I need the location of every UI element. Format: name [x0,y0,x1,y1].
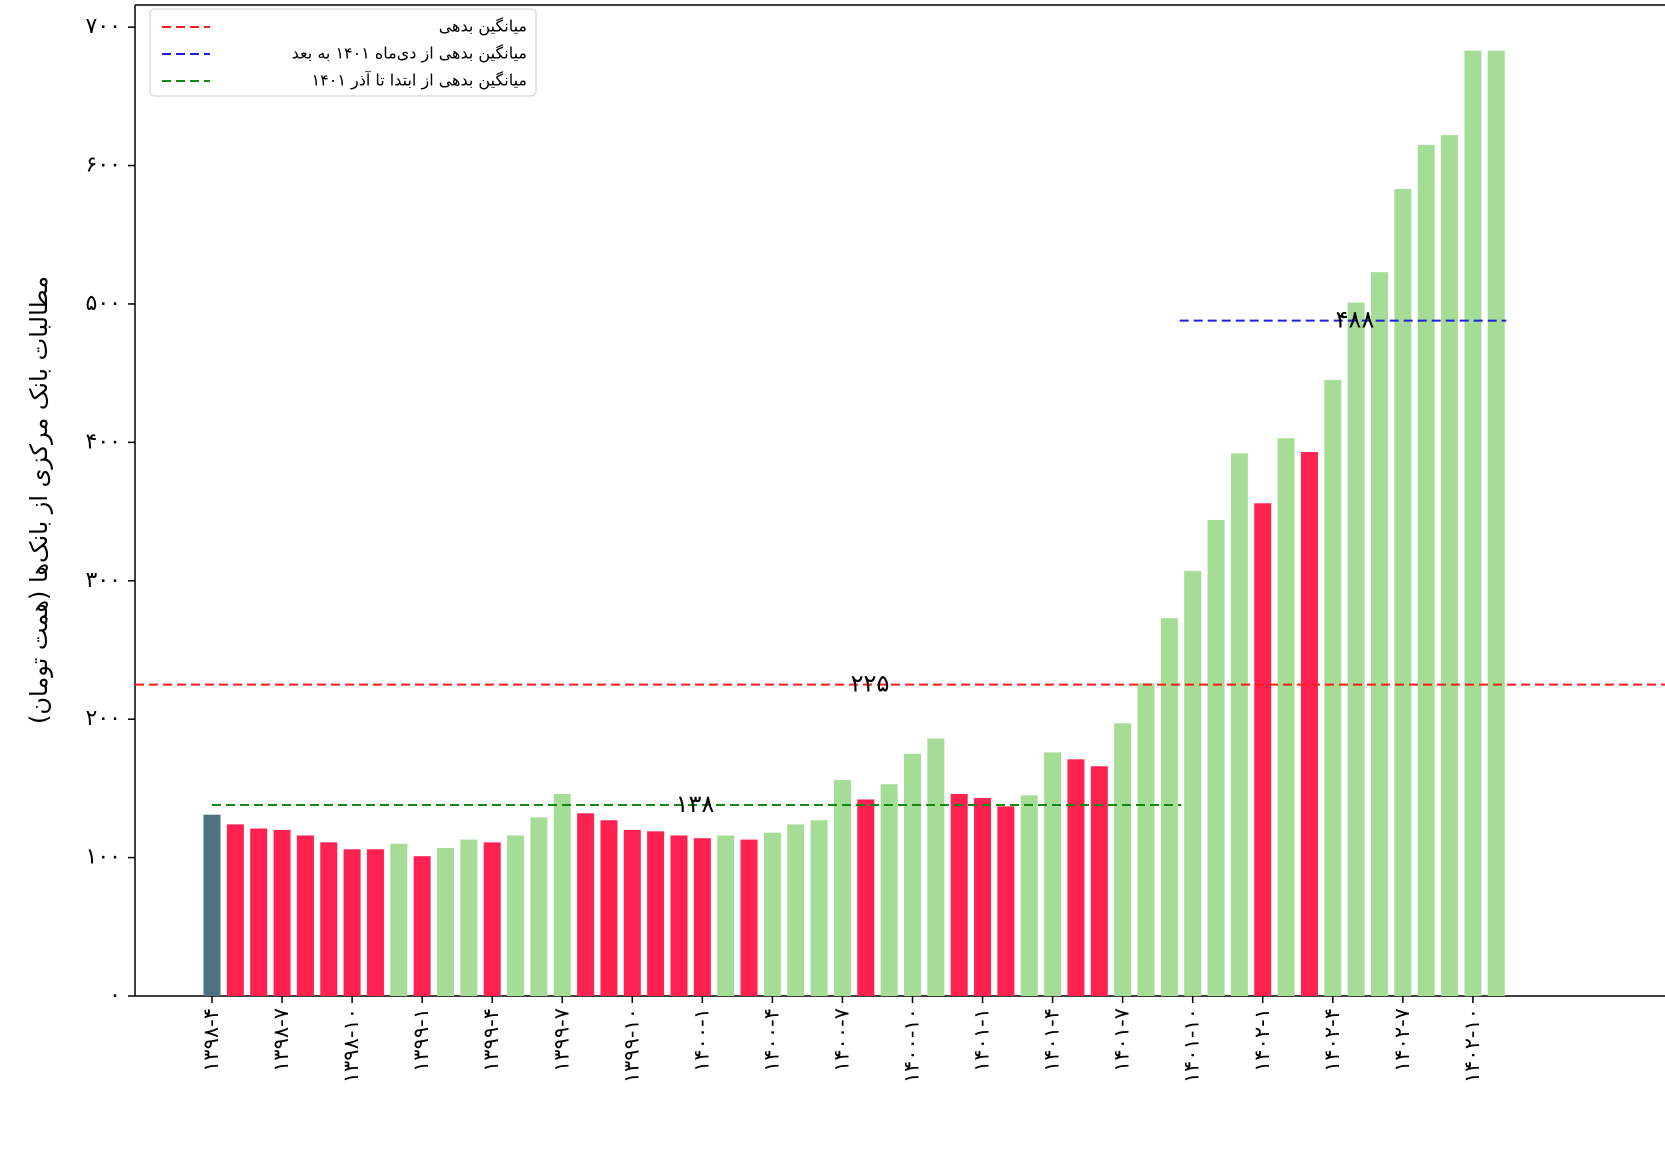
bar [1441,135,1459,997]
bar [1114,723,1132,996]
bar [203,814,221,996]
bar [927,738,945,996]
bar [1160,618,1178,996]
bar [904,753,921,996]
bar [740,839,758,996]
bar [1487,50,1505,997]
bar [483,842,501,996]
x-tick-label: ۱۴۰۲-۱۰ [1460,1008,1484,1083]
bar [1184,571,1202,996]
bar [997,806,1015,996]
y-tick-label: ۷۰۰ [86,14,121,39]
bar [1277,438,1295,996]
x-tick-label: ۱۴۰۱-۴ [1040,1008,1064,1072]
legend-label: میانگین بدهی [439,17,527,37]
bar [553,793,571,996]
y-tick-label: ۴۰۰ [86,429,121,454]
bar [250,828,268,996]
x-tick-label: ۱۴۰۰-۱ [689,1008,713,1072]
bar [577,813,595,996]
bar [880,784,898,996]
bar [763,832,781,996]
bar [857,799,875,996]
bar [296,835,314,996]
bar [413,856,431,996]
legend-label: میانگین بدهی از دی‌ماه ۱۴۰۱ به بعد [292,44,527,64]
bar [273,829,291,996]
bar [320,842,338,996]
x-tick-label: ۱۴۰۱-۷ [1110,1008,1134,1072]
bar [1417,144,1435,997]
x-tick-label: ۱۴۰۱-۱ [970,1008,994,1072]
bar [1207,519,1225,996]
bar [366,849,384,996]
bar [1300,452,1318,996]
bar [974,798,992,996]
bar [1230,453,1248,996]
bar [226,824,244,996]
bar [437,847,454,996]
bar [1020,795,1038,996]
reference-label: ۴۸۸ [1336,306,1375,334]
x-tick-label: ۱۴۰۰-۷ [829,1008,853,1072]
bar [1254,503,1272,996]
bar [530,817,548,996]
bar [600,820,618,996]
bar [1464,50,1482,997]
x-tick-label: ۱۳۹۸-۴ [199,1008,223,1072]
bar [787,824,805,996]
x-tick-label: ۱۴۰۲-۴ [1320,1008,1344,1072]
bar [1347,302,1365,997]
x-tick-label: ۱۳۹۹-۷ [549,1008,573,1072]
x-tick-label: ۱۳۹۸-۱۰ [339,1008,363,1083]
bar [507,835,525,996]
bar [833,780,851,996]
x-tick-label: ۱۴۰۰-۴ [759,1008,783,1072]
y-tick-label: ۱۰۰ [86,845,121,870]
legend-box [149,8,537,97]
y-tick-label: ۳۰۰ [86,568,121,593]
bar [950,793,968,996]
bar [1137,683,1155,996]
y-tick-label: ۵۰۰ [86,291,121,316]
x-tick-label: ۱۴۰۲-۷ [1390,1008,1414,1072]
bar [1090,766,1108,996]
y-tick-label: ۲۰۰ [86,706,121,731]
reference-label: ۲۲۵ [851,670,890,698]
bar [717,835,735,996]
bar [693,838,711,996]
bar [460,839,478,996]
bar [1044,752,1062,996]
bar [1067,759,1085,996]
bar [343,849,361,996]
bar [1371,272,1388,997]
bar [1324,380,1342,996]
bar [623,829,641,996]
bar [810,820,828,996]
y-axis-label: مطالبات بانک مرکزی از بانک‌ها (همت تومان… [25,276,53,724]
x-tick-label: ۱۳۹۹-۱ [409,1008,433,1072]
y-tick-label: ۰ [109,983,121,1008]
x-tick-label: ۱۴۰۲-۱ [1250,1008,1274,1072]
x-tick-label: ۱۳۹۹-۱۰ [619,1008,643,1083]
legend-label: میانگین بدهی از ابتدا تا آذر ۱۴۰۱ [312,71,527,91]
x-tick-label: ۱۳۹۸-۷ [269,1008,293,1072]
x-tick-label: ۱۴۰۰-۱۰ [900,1008,924,1083]
y-tick-label: ۶۰۰ [86,153,121,178]
bar [1394,189,1412,996]
reference-label: ۱۳۸ [676,790,715,818]
bar [647,831,665,996]
bar [670,835,688,996]
x-tick-label: ۱۳۹۹-۴ [479,1008,503,1072]
bar [390,843,408,996]
x-tick-label: ۱۴۰۱-۱۰ [1180,1008,1204,1083]
